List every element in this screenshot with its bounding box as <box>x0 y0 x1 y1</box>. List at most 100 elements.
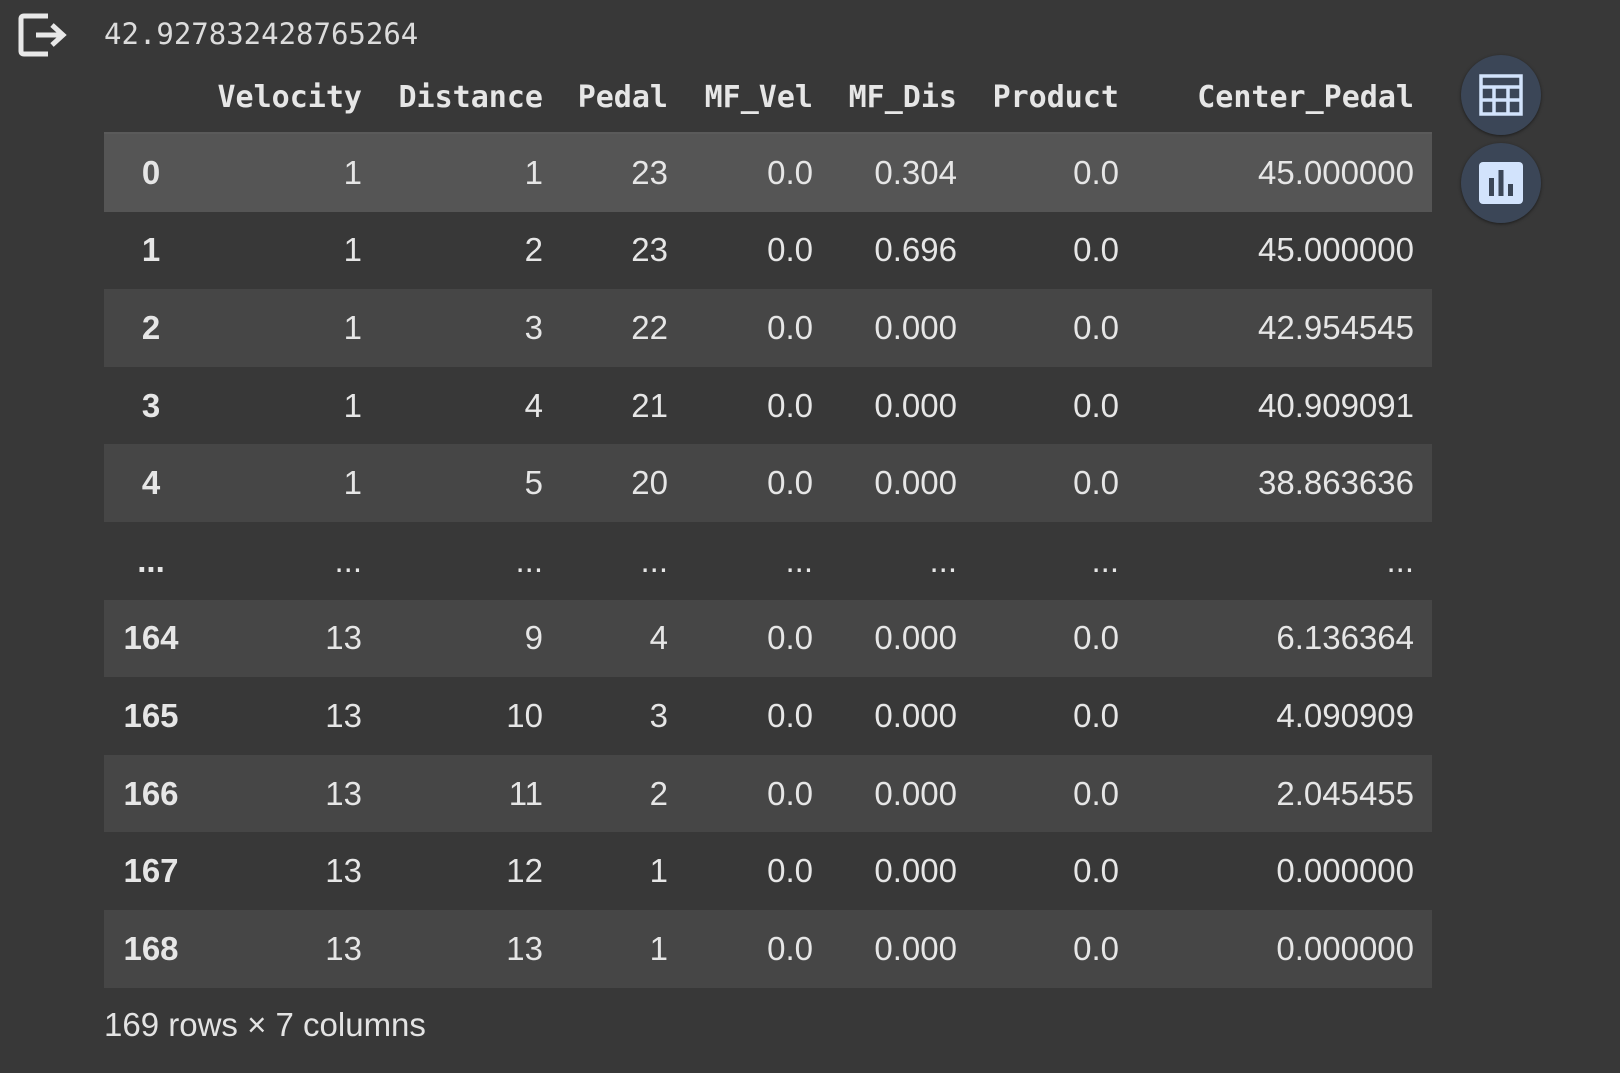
table-cell: 45.000000 <box>1258 153 1414 191</box>
table-cell: 13 <box>325 929 362 967</box>
table-cell: 1 <box>343 464 362 502</box>
table-cell: 0.0 <box>1073 929 1119 967</box>
table-cell: 21 <box>631 386 668 424</box>
table-cell: ... <box>785 541 813 579</box>
table-cell: 0.000 <box>874 774 957 812</box>
column-header: Product <box>975 62 1137 134</box>
row-index: 2 <box>104 289 198 367</box>
bar-chart-icon <box>1479 162 1523 204</box>
table-cell: 0.000 <box>874 929 957 967</box>
row-index: 4 <box>104 444 198 522</box>
table-cell: ... <box>1091 541 1119 579</box>
convert-to-interactive-table-button[interactable] <box>1461 55 1541 135</box>
table-cell: 3 <box>524 308 543 346</box>
column-header: Pedal <box>561 62 686 134</box>
table-cell: 0.0 <box>767 464 813 502</box>
table-cell: 0.0 <box>1073 153 1119 191</box>
table-cell: 0.0 <box>767 308 813 346</box>
table-cell: 10 <box>506 696 543 734</box>
table-cell: 4.090909 <box>1276 696 1414 734</box>
dataframe-body: 0 1 1 23 0.0 0.304 0.0 45.000000 1 1 2 23 0.0 0.696 0.… <box>104 133 1432 988</box>
table-cell: 20 <box>631 464 668 502</box>
table-cell: 23 <box>631 153 668 191</box>
header-row: Velocity Distance Pedal MF_Vel MF_Dis Pr… <box>104 62 1432 134</box>
row-index-label: 168 <box>123 929 179 967</box>
table-cell: 23 <box>631 231 668 269</box>
stdout-text: 42.927832428765264 <box>104 17 419 51</box>
row-index: 168 <box>104 910 198 988</box>
row-index-label: 1 <box>141 231 161 269</box>
table-cell: 0.0 <box>1073 464 1119 502</box>
row-index: ... <box>104 522 198 600</box>
table-cell: 0.0 <box>1073 774 1119 812</box>
dataframe-container: Velocity Distance Pedal MF_Vel MF_Dis Pr… <box>104 62 1432 988</box>
table-cell: 11 <box>508 774 543 812</box>
table-cell: 0.0 <box>1073 308 1119 346</box>
table-cell: 0.0 <box>1073 231 1119 269</box>
table-cell: 4 <box>524 386 543 424</box>
table-cell: 0.0 <box>767 619 813 657</box>
table-row: 4 1 5 20 0.0 0.000 0.0 38.863636 <box>104 444 1432 522</box>
table-row: 3 1 4 21 0.0 0.000 0.0 40.909091 <box>104 366 1432 445</box>
suggest-charts-button[interactable] <box>1461 143 1541 223</box>
table-cell: 0.000 <box>874 619 957 657</box>
row-index-label: 2 <box>141 308 161 346</box>
table-cell: 13 <box>325 852 362 890</box>
column-header: MF_Vel <box>686 62 831 134</box>
table-cell: 0.0 <box>767 153 813 191</box>
table-cell: 0.000 <box>874 464 957 502</box>
table-cell: 45.000000 <box>1258 231 1414 269</box>
table-cell: 1 <box>343 153 362 191</box>
table-cell: 13 <box>325 774 362 812</box>
output-redirect-icon <box>18 13 67 57</box>
table-cell: 0.0 <box>767 929 813 967</box>
column-header: Center_Pedal <box>1137 62 1432 134</box>
table-cell: 0.0 <box>1073 619 1119 657</box>
table-cell: 1 <box>649 852 668 890</box>
table-cell: 0.0 <box>1073 696 1119 734</box>
table-cell: 40.909091 <box>1258 386 1414 424</box>
column-header: Velocity <box>198 62 380 134</box>
table-cell: 0.000 <box>874 852 957 890</box>
table-row: 164 13 9 4 0.0 0.000 0.0 6.136364 <box>104 599 1432 678</box>
row-index: 1 <box>104 212 198 290</box>
table-cell: 42.954545 <box>1258 308 1414 346</box>
table-cell: 0.696 <box>874 231 957 269</box>
table-cell: 1 <box>343 231 362 269</box>
row-index-label: 4 <box>141 464 161 502</box>
table-cell: 1 <box>524 153 543 191</box>
table-cell: 9 <box>524 619 543 657</box>
table-cell: 22 <box>631 308 668 346</box>
row-index: 165 <box>104 677 198 755</box>
table-row: ........................ <box>104 521 1432 600</box>
table-cell: 6.136364 <box>1276 619 1414 657</box>
table-cell: 1 <box>343 386 362 424</box>
table-row: 0 1 1 23 0.0 0.304 0.0 45.000000 <box>104 133 1432 212</box>
table-cell: 3 <box>649 696 668 734</box>
table-cell: 0.0 <box>767 774 813 812</box>
table-view-icon <box>1479 74 1523 116</box>
table-cell: 1 <box>343 308 362 346</box>
table-row: 1 1 2 23 0.0 0.696 0.0 45.000000 <box>104 211 1432 290</box>
table-cell: 4 <box>649 619 668 657</box>
row-index-label: 167 <box>123 852 179 890</box>
row-index-label: 166 <box>123 774 179 812</box>
table-row: 166 13 11 2 0.0 0.000 0.0 2.045455 <box>104 754 1432 833</box>
row-index: 166 <box>104 755 198 833</box>
index-header <box>104 62 198 134</box>
table-cell: 38.863636 <box>1258 464 1414 502</box>
table-cell: 0.0 <box>767 696 813 734</box>
row-index: 0 <box>104 133 198 212</box>
table-cell: 13 <box>506 929 543 967</box>
table-cell: 5 <box>524 464 543 502</box>
dataframe-shape-label: 169 rows × 7 columns <box>104 1006 426 1043</box>
table-cell: 2.045455 <box>1276 774 1414 812</box>
table-row: 165 13 10 3 0.0 0.000 0.0 4.090909 <box>104 677 1432 755</box>
table-cell: ... <box>929 541 957 579</box>
table-cell: 0.0 <box>1073 852 1119 890</box>
table-cell: 0.000 <box>874 386 957 424</box>
table-cell: 13 <box>325 696 362 734</box>
row-index-label: 0 <box>141 153 161 191</box>
table-cell: 0.0 <box>1073 386 1119 424</box>
row-index: 167 <box>104 832 198 910</box>
